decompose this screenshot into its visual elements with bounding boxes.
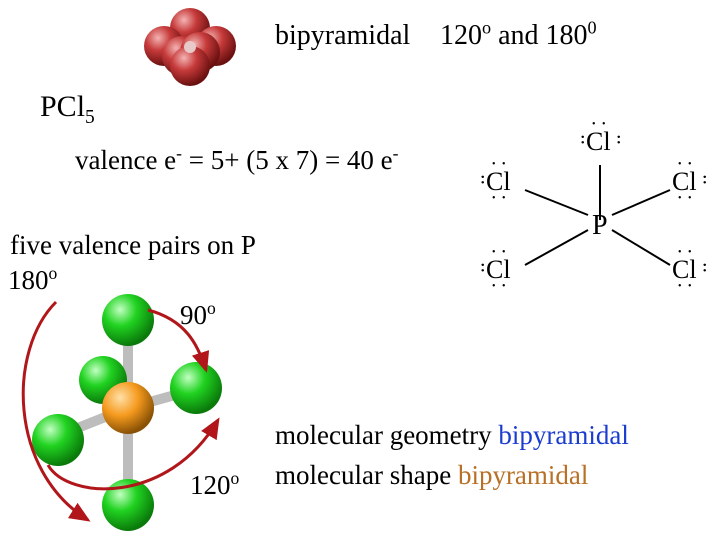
lewis-structure: P Cl • • •• •• Cl • • •• • • Cl • • •• •… — [460, 115, 710, 325]
header-bipyramidal: bipyramidal — [275, 20, 410, 52]
ms-black: molecular shape — [275, 460, 458, 490]
ball-stick-model — [18, 290, 248, 540]
five-pairs-line: five valence pairs on P — [10, 230, 256, 261]
lewis-cl-axial-top: Cl • • •• •• — [586, 127, 611, 157]
lewis-cl-right-lower: Cl • • •• • • — [672, 255, 697, 285]
ms-brown: bipyramidal — [458, 460, 588, 490]
valence-mid: = 5+ (5 x 7) = 40 e — [182, 145, 393, 175]
formula-text: PCl — [40, 90, 85, 123]
lewis-center-P: P — [592, 210, 608, 242]
formula-pcl5: PCl5 — [40, 90, 95, 124]
formula-sub: 5 — [85, 107, 95, 128]
header-word: bipyramidal — [275, 20, 410, 51]
mg-black: molecular geometry — [275, 420, 498, 450]
molecular-shape-line: molecular shape bipyramidal — [275, 460, 588, 491]
orbital-cluster-graphic — [130, 0, 250, 90]
valence-sup2: - — [393, 143, 399, 163]
a180-deg: o — [49, 263, 58, 283]
lewis-bonds-svg — [460, 115, 710, 325]
valence-electron-line: valence e- = 5+ (5 x 7) = 40 e- — [75, 145, 399, 176]
mg-blue: bipyramidal — [498, 420, 628, 450]
lewis-cl-right-upper: Cl • • •• • • — [672, 167, 697, 197]
valence-prefix: valence e — [75, 145, 176, 175]
lewis-cl-left-lower: Cl • • •• • • — [486, 255, 511, 285]
lewis-cl-left-upper: Cl • • •• • • — [486, 167, 511, 197]
header-angles: 120o and 1800 — [440, 20, 597, 52]
molecular-geometry-line: molecular geometry bipyramidal — [275, 420, 629, 451]
